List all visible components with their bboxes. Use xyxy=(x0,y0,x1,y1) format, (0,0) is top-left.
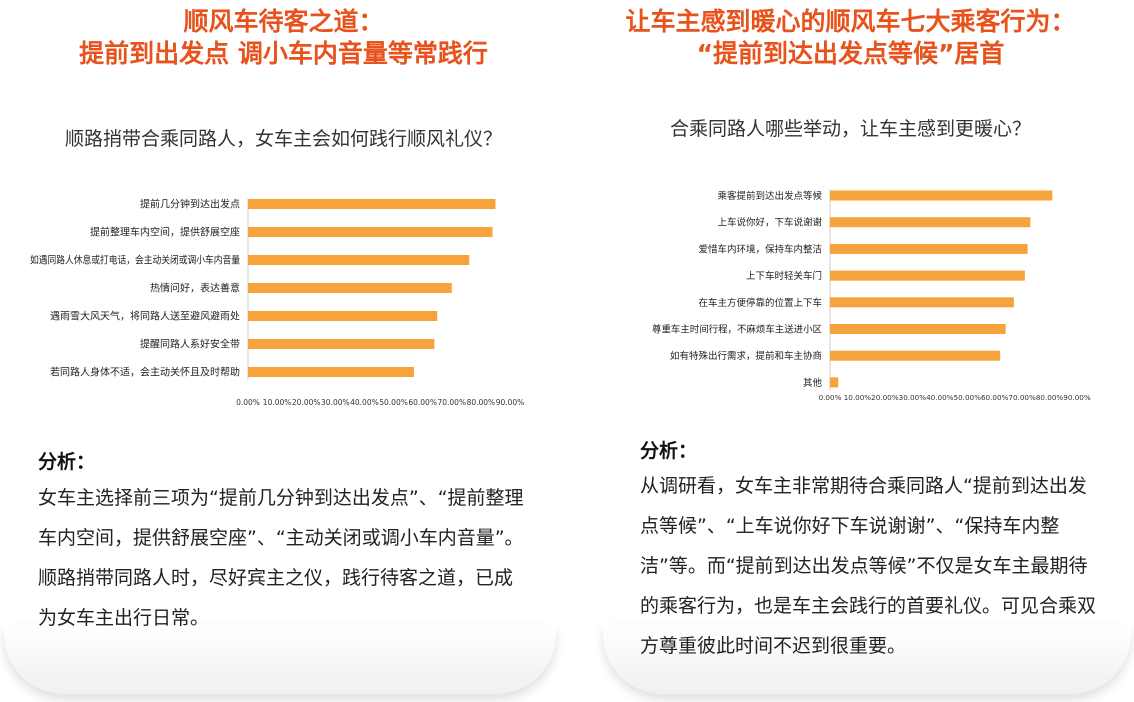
right-title-line2: “提前到达出发点等候”居首 xyxy=(696,39,1005,68)
left-chart-x-tick-label: 30.00% xyxy=(321,398,350,407)
right-chart-x-tick-label: 80.00% xyxy=(1036,393,1064,402)
right-chart-category-label: 爱惜车内环境，保持车内整洁 xyxy=(698,243,822,255)
left-chart-category-label: 提前几分钟到达出发点 xyxy=(140,198,240,211)
right-chart-x-tick-label: 20.00% xyxy=(871,393,899,402)
left-chart-bar xyxy=(248,199,496,209)
right-chart-x-tick-label: 10.00% xyxy=(844,393,872,402)
right-chart-category-label: 其他 xyxy=(803,377,823,389)
left-chart-bar xyxy=(248,227,493,237)
left-chart-bar xyxy=(248,367,414,377)
left-chart-x-tick-label: 80.00% xyxy=(467,398,496,407)
left-chart-bar xyxy=(248,255,470,265)
right-chart-bar xyxy=(830,350,1001,361)
right-title-line1: 让车主感到暖心的顺风车七大乘客行为： xyxy=(625,7,1076,36)
left-chart-x-tick-label: 50.00% xyxy=(379,398,408,407)
left-card-shadow xyxy=(4,624,556,694)
left-chart-x-tick-label: 60.00% xyxy=(408,398,437,407)
left-chart-category-label: 提醒同路人系好安全带 xyxy=(140,338,240,351)
right-panel: 让车主感到暖心的顺风车七大乘客行为： “提前到达出发点等候”居首 合乘同路人哪些… xyxy=(567,0,1134,702)
left-chart-x-tick-label: 0.00% xyxy=(236,398,260,407)
right-bar-chart: 乘客提前到达出发点等候上车说你好，下车说谢谢爱惜车内环境，保持车内整洁上下车时轻… xyxy=(652,189,1091,402)
right-analysis-text: 从调研看，女车主非常期待合乘同路人“提前到达出发点等候”、“上车说你好下车说谢谢… xyxy=(640,475,1097,657)
right-chart-x-tick-label: 50.00% xyxy=(954,393,982,402)
right-chart-x-tick-label: 30.00% xyxy=(899,393,927,402)
left-chart-bar xyxy=(248,311,438,321)
right-chart-x-tick-label: 70.00% xyxy=(1008,393,1036,402)
right-chart-bar xyxy=(830,243,1028,254)
left-bar-chart: 提前几分钟到达出发点提前整理车内空间，提供舒展空座如遇同路人休息或打电话，会主动… xyxy=(30,198,525,408)
left-chart-x-tick-label: 90.00% xyxy=(496,398,525,407)
left-chart-bar xyxy=(248,339,435,349)
left-question: 顺路捎带合乘同路人，女车主会如何践行顺风礼仪？ xyxy=(64,128,502,150)
left-chart-category-label: 遇雨雪大风天气，将同路人送至避风避雨处 xyxy=(50,310,240,323)
right-chart-category-label: 在车主方便停靠的位置上下车 xyxy=(698,297,822,309)
right-chart-bar xyxy=(830,190,1053,201)
left-panel: 顺风车待客之道： 提前到出发点 调小车内音量等常践行 顺路捎带合乘同路人，女车主… xyxy=(0,6,567,694)
right-chart-x-tick-label: 0.00% xyxy=(819,393,842,402)
left-chart-bar xyxy=(248,283,452,293)
left-chart-category-label: 若同路人身体不适，会主动关怀且及时帮助 xyxy=(50,366,240,379)
right-chart-category-label: 如有特殊出行需求，提前和车主协商 xyxy=(670,350,822,362)
right-chart-bar xyxy=(830,217,1031,228)
right-card-shadow xyxy=(603,624,1131,694)
right-chart-x-tick-label: 90.00% xyxy=(1063,393,1091,402)
left-chart-category-label: 热情问好，表达善意 xyxy=(150,282,240,295)
left-analysis-text: 女车主选择前三项为“提前几分钟到达出发点”、“提前整理车内空间，提供舒展空座”、… xyxy=(38,487,524,629)
left-title-line2: 提前到出发点 调小车内音量等常践行 xyxy=(79,39,488,68)
left-chart-category-label: 如遇同路人休息或打电话，会主动关闭或调小车内音量 xyxy=(30,254,240,267)
right-chart-bar xyxy=(830,324,1006,334)
right-chart-category-label: 尊重车主时间行程，不麻烦车主送进小区 xyxy=(652,324,822,336)
left-chart-category-label: 提前整理车内空间，提供舒展空座 xyxy=(90,226,240,239)
left-title: 顺风车待客之道： 提前到出发点 调小车内音量等常践行 xyxy=(0,6,567,70)
right-analysis-title: 分析： xyxy=(640,440,698,462)
right-title: 让车主感到暖心的顺风车七大乘客行为： “提前到达出发点等候”居首 xyxy=(567,6,1134,70)
right-chart-x-tick-label: 60.00% xyxy=(981,393,1009,402)
right-chart-bar xyxy=(830,297,1014,308)
right-chart-x-tick-label: 40.00% xyxy=(926,393,954,402)
right-chart-category-label: 上下车时轻关车门 xyxy=(746,270,822,282)
left-chart-x-tick-label: 70.00% xyxy=(437,398,466,407)
right-chart-category-label: 乘客提前到达出发点等候 xyxy=(717,190,822,202)
right-chart-bar xyxy=(830,270,1025,281)
right-chart-category-label: 上车说你好，下车说谢谢 xyxy=(717,217,822,229)
right-question: 合乘同路人哪些举动，让车主感到更暖心？ xyxy=(669,118,1031,140)
right-chart-bar xyxy=(830,377,839,388)
left-chart-x-tick-label: 10.00% xyxy=(263,398,292,407)
left-analysis-title: 分析： xyxy=(38,451,96,473)
left-chart-x-tick-label: 40.00% xyxy=(350,398,379,407)
left-chart-x-tick-label: 20.00% xyxy=(292,398,321,407)
left-title-line1: 顺风车待客之道： xyxy=(183,7,384,36)
